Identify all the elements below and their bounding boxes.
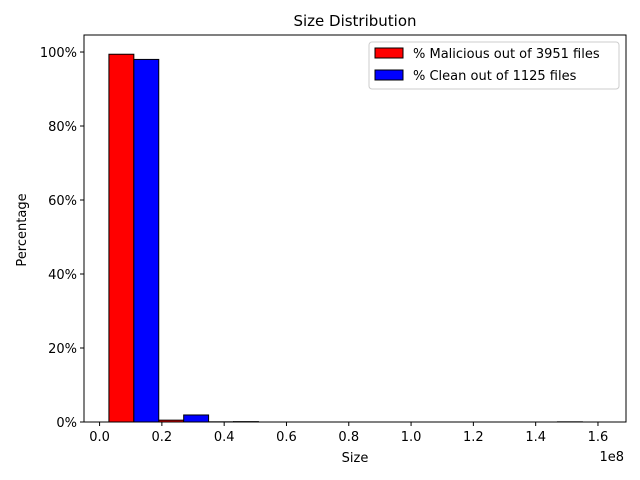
bar (133, 58, 160, 423)
bar (108, 53, 135, 423)
x-axis-label: Size (342, 451, 369, 466)
legend-label: % Clean out of 1125 files (413, 69, 577, 84)
y-tick-label: 20% (48, 342, 77, 357)
axes-frame (83, 34, 627, 423)
x-tick-label: 1.4 (525, 430, 546, 445)
chart-title: Size Distribution (293, 12, 416, 30)
bar (183, 414, 210, 423)
legend-swatch (374, 47, 404, 59)
legend-box (368, 41, 620, 90)
x-tick-label: 1.6 (588, 430, 609, 445)
x-tick-label: 0.0 (89, 430, 110, 445)
legend-swatch (374, 69, 404, 81)
x-tick-label: 0.8 (338, 430, 359, 445)
y-tick-label: 60% (48, 194, 77, 209)
x-tick-label: 0.2 (152, 430, 173, 445)
y-tick-label: 100% (40, 46, 77, 61)
y-tick-label: 80% (48, 120, 77, 135)
y-axis-label: Percentage (15, 193, 30, 266)
x-tick-label: 1.2 (463, 430, 484, 445)
x-offset-label: 1e8 (599, 450, 624, 465)
legend-label: % Malicious out of 3951 files (413, 47, 600, 62)
x-tick-label: 0.6 (276, 430, 297, 445)
y-tick-label: 0% (56, 416, 77, 431)
x-tick-label: 0.4 (214, 430, 235, 445)
x-tick-label: 1.0 (401, 430, 422, 445)
y-tick-label: 40% (48, 268, 77, 283)
